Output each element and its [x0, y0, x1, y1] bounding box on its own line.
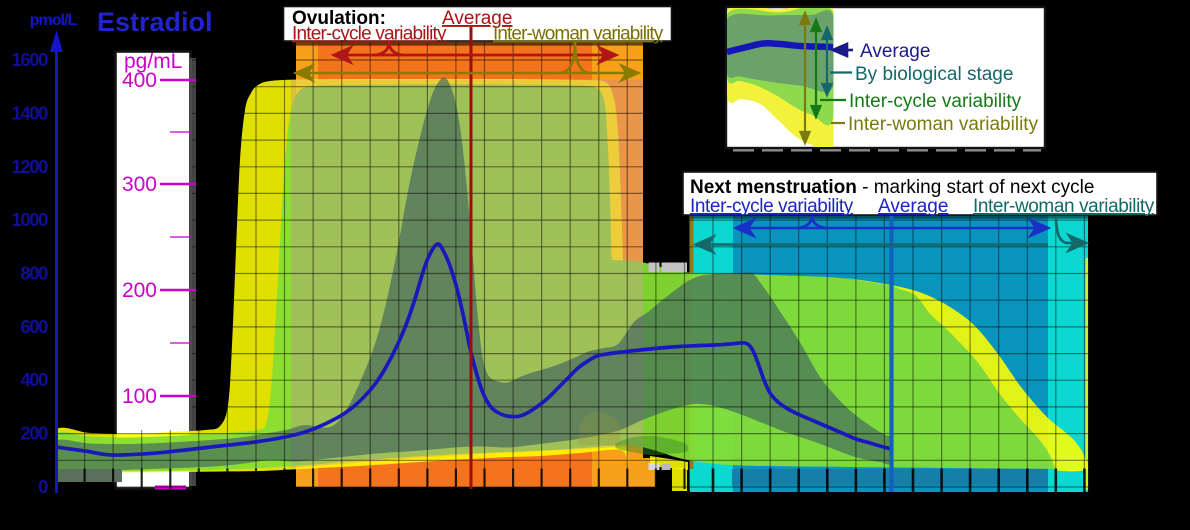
svg-text:Inter-cycle variability: Inter-cycle variability	[292, 24, 447, 45]
svg-text:300: 300	[122, 173, 157, 196]
svg-text:1400: 1400	[11, 102, 48, 123]
svg-text:Inter-cycle variability: Inter-cycle variability	[849, 91, 1022, 112]
svg-text:By biological stage: By biological stage	[855, 64, 1013, 85]
svg-text:Average: Average	[860, 41, 930, 62]
svg-text:Inter-woman variability: Inter-woman variability	[848, 114, 1039, 135]
svg-text:100: 100	[122, 385, 157, 408]
svg-text:pg/mL: pg/mL	[124, 50, 182, 73]
svg-text:0: 0	[38, 476, 48, 497]
svg-text:1000: 1000	[11, 209, 48, 230]
svg-text:400: 400	[122, 69, 157, 92]
svg-text:1200: 1200	[11, 156, 48, 177]
svg-text:Next menstruation - marking st: Next menstruation - marking start of nex…	[690, 177, 1094, 198]
svg-text:600: 600	[20, 316, 48, 337]
svg-text:400: 400	[20, 369, 48, 390]
svg-text:pmol/L: pmol/L	[30, 12, 78, 29]
svg-text:Ovulation:: Ovulation:	[292, 8, 386, 29]
svg-text:200: 200	[122, 279, 157, 302]
svg-text:Inter-woman variability: Inter-woman variability	[493, 24, 664, 45]
svg-text:Inter-woman variability: Inter-woman variability	[973, 196, 1155, 217]
svg-text:Estradiol: Estradiol	[97, 7, 213, 37]
svg-text:Average: Average	[442, 8, 512, 29]
svg-text:1600: 1600	[11, 49, 48, 70]
svg-text:800: 800	[20, 263, 48, 284]
svg-text:Inter-cycle variability: Inter-cycle variability	[690, 196, 854, 217]
svg-text:200: 200	[20, 423, 48, 444]
svg-text:Average: Average	[878, 196, 948, 217]
